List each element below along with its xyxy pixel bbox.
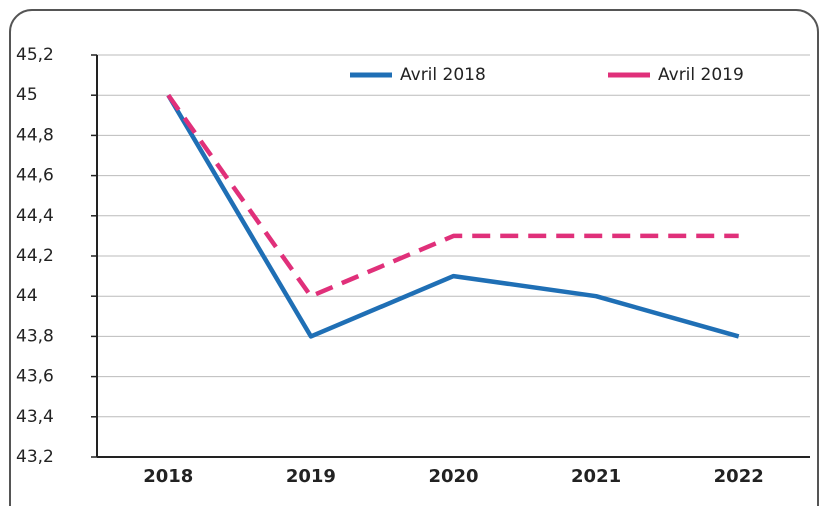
y-tick-label: 43,8 xyxy=(16,326,54,346)
y-tick-label: 44 xyxy=(16,286,38,306)
y-tick-label: 44,4 xyxy=(16,206,54,226)
x-tick-label: 2018 xyxy=(143,466,193,487)
series-line xyxy=(166,94,740,339)
legend-label: Avril 2019 xyxy=(658,65,744,85)
x-tick-label: 2020 xyxy=(428,466,478,487)
series-line xyxy=(166,93,739,299)
frame xyxy=(9,9,819,506)
y-tick-label: 44,8 xyxy=(16,125,54,145)
x-tick-label: 2019 xyxy=(286,466,336,487)
y-tick-label: 43,4 xyxy=(16,407,54,427)
y-tick-label: 45,2 xyxy=(16,45,54,65)
legend-label: Avril 2018 xyxy=(400,65,486,85)
x-tick-label: 2022 xyxy=(714,466,764,487)
y-tick-label: 43,2 xyxy=(16,447,54,467)
y-tick-label: 44,6 xyxy=(16,166,54,186)
y-tick-label: 43,6 xyxy=(16,367,54,387)
x-tick-label: 2021 xyxy=(571,466,621,487)
y-tick-label: 45 xyxy=(16,85,38,105)
y-tick-label: 44,2 xyxy=(16,246,54,266)
